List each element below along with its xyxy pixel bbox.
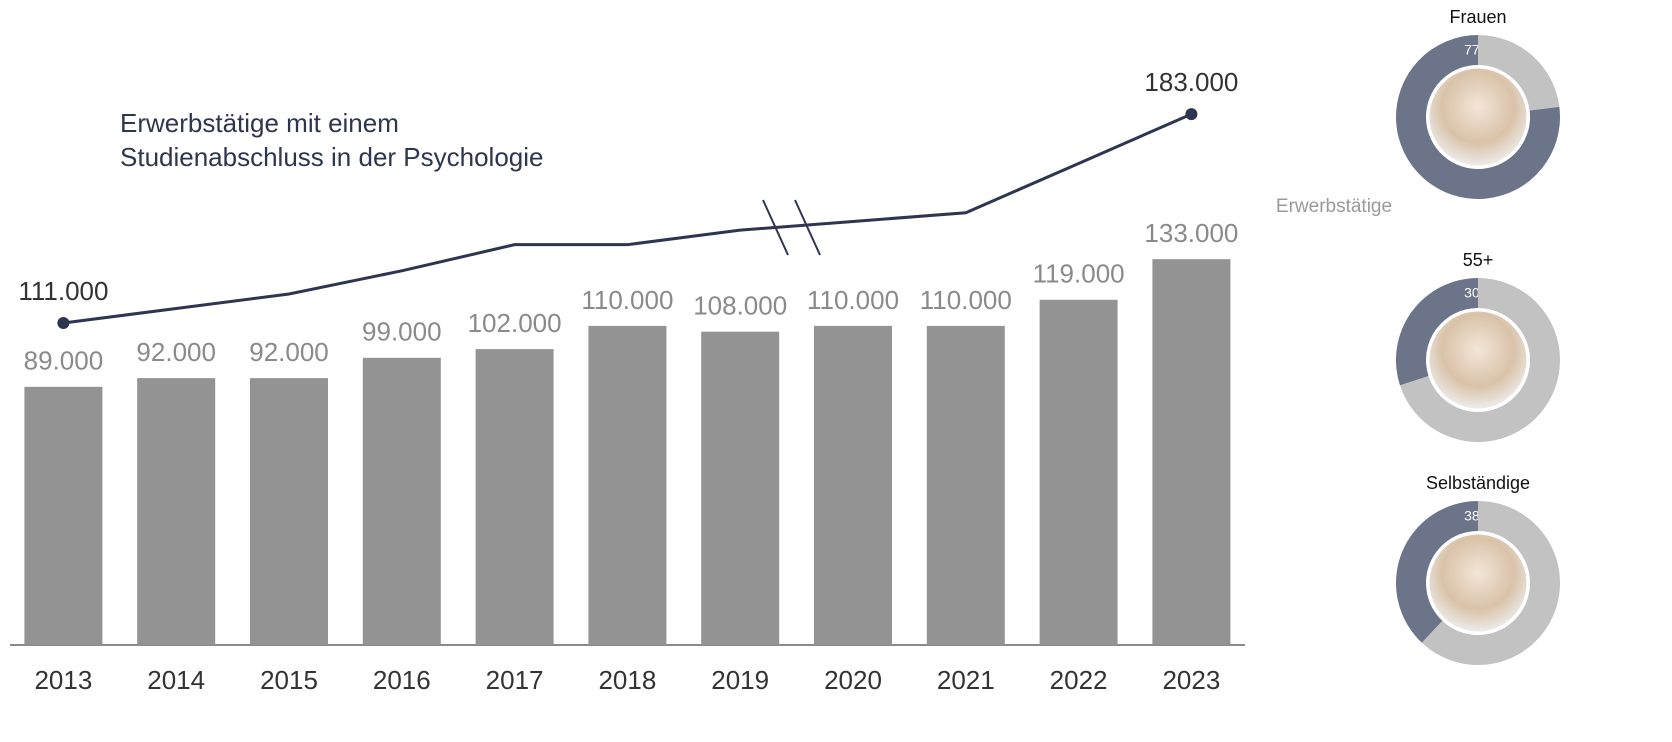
x-tick-label: 2018 — [598, 665, 656, 695]
line-value-label: 183.000 — [1144, 67, 1238, 97]
x-tick-label: 2014 — [147, 665, 205, 695]
bar — [24, 387, 102, 645]
x-tick-label: 2015 — [260, 665, 318, 695]
bar-value-label: 89.000 — [24, 346, 104, 376]
x-tick-label: 2019 — [711, 665, 769, 695]
donut-title: Frauen — [1449, 7, 1506, 27]
donut-annotation: Erwerbstätige — [1276, 196, 1392, 217]
bar — [476, 349, 554, 645]
bar — [814, 326, 892, 645]
bar — [137, 378, 215, 645]
x-tick-label: 2022 — [1050, 665, 1108, 695]
bar-value-label: 110.000 — [920, 285, 1012, 315]
bar — [701, 332, 779, 645]
bar-value-label: 92.000 — [249, 337, 329, 367]
x-tick-label: 2021 — [937, 665, 995, 695]
bar — [363, 358, 441, 645]
donut-title: 55+ — [1463, 250, 1494, 270]
bar — [1152, 259, 1230, 645]
bar-value-label: 99.000 — [362, 317, 442, 347]
line-point — [1185, 108, 1197, 120]
photo — [1428, 310, 1528, 410]
photo — [1428, 533, 1528, 633]
line-annotation: Erwerbstätige mit einem Studienabschluss… — [120, 106, 590, 174]
bar-value-label: 110.000 — [581, 285, 673, 315]
line-value-label: 111.000 — [18, 276, 108, 306]
photo — [1428, 67, 1528, 167]
x-tick-label: 2013 — [34, 665, 92, 695]
bar-value-label: 102.000 — [468, 308, 562, 338]
line-point — [57, 317, 69, 329]
bar-value-label: 92.000 — [136, 337, 216, 367]
bar — [927, 326, 1005, 645]
x-tick-label: 2017 — [486, 665, 544, 695]
bar — [588, 326, 666, 645]
x-tick-label: 2016 — [373, 665, 431, 695]
donut-title: Selbständige — [1426, 473, 1530, 493]
bar — [1040, 300, 1118, 645]
page: 2013 2014 2015 2016 2017 2018 2019 2020 2021 2022… — [0, 0, 1672, 742]
x-tick-label: 2020 — [824, 665, 882, 695]
bar — [250, 378, 328, 645]
bar-value-label: 119.000 — [1033, 259, 1125, 289]
bar-value-label: 133.000 — [1144, 218, 1238, 248]
x-tick-label: 2023 — [1162, 665, 1220, 695]
bar-value-label: 110.000 — [807, 285, 899, 315]
bar-value-label: 108.000 — [693, 291, 787, 321]
